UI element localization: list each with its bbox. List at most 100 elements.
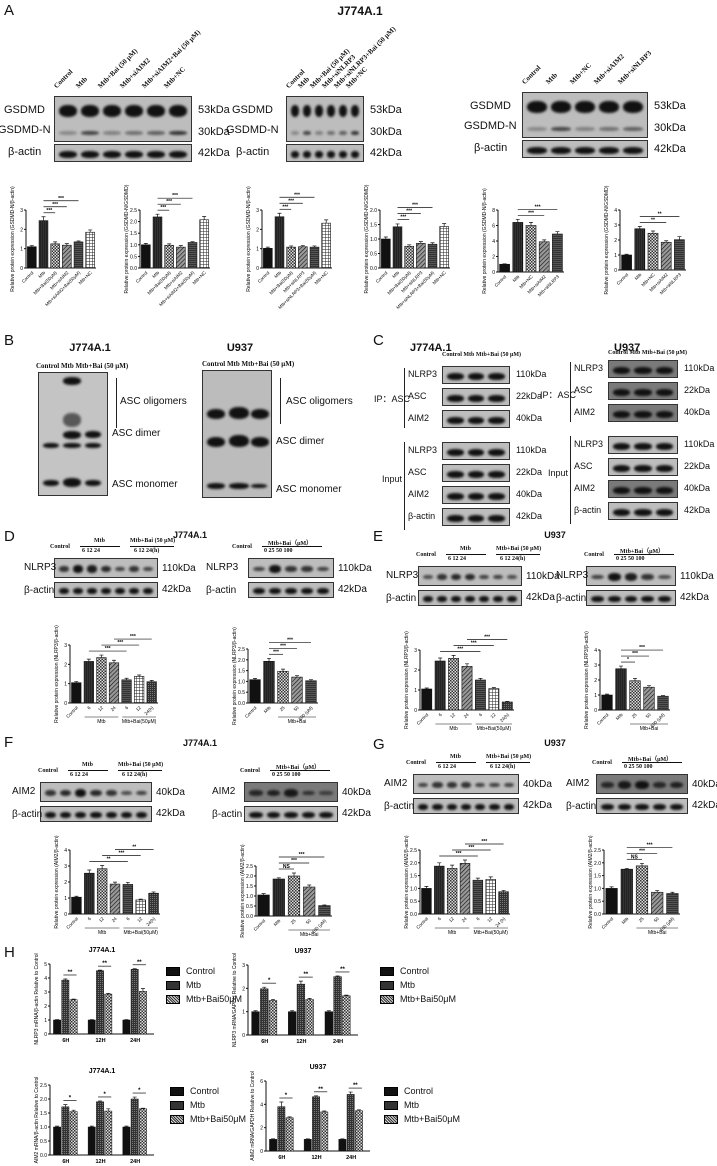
blot-nlrp3 bbox=[54, 558, 158, 578]
svg-text:1: 1 bbox=[414, 688, 417, 694]
header-control: Control bbox=[416, 552, 436, 558]
svg-text:6: 6 bbox=[492, 224, 495, 230]
svg-text:Relative protein expression (A: Relative protein expression (AIM2/β-acti… bbox=[54, 835, 60, 929]
legend-item: Mtb bbox=[166, 980, 242, 990]
bar-chart-a1b: 0.0 0.5 1.0 1.5 2.0 2.5 Relative protein expre… bbox=[124, 184, 210, 307]
svg-text:6: 6 bbox=[125, 916, 131, 922]
svg-text:1.0: 1.0 bbox=[594, 886, 601, 892]
legend-label: Mtb+Bai50μM bbox=[190, 1114, 246, 1124]
svg-text:***: *** bbox=[481, 839, 487, 845]
asc-oligomers-label-u937: ASC oligomers bbox=[286, 396, 353, 407]
kda-label: 22kDa bbox=[684, 461, 711, 471]
svg-text:1.0: 1.0 bbox=[130, 243, 137, 249]
legend-item: Mtb bbox=[170, 1100, 246, 1110]
panel-label-f: F bbox=[4, 734, 14, 751]
svg-text:Control: Control bbox=[135, 270, 149, 284]
panel-b1-title: J774A.1 bbox=[69, 342, 111, 354]
legend-label: Mtb bbox=[186, 980, 202, 990]
svg-text:Mtb+NC: Mtb+NC bbox=[432, 270, 448, 286]
svg-text:***: *** bbox=[484, 634, 490, 640]
row-label-beta-actin: β-actin bbox=[386, 593, 417, 604]
ip-row-label: NLRP3 bbox=[408, 369, 438, 379]
row-label: NLRP3 bbox=[386, 570, 419, 581]
svg-text:2.5: 2.5 bbox=[40, 1083, 47, 1089]
svg-text:AIM2 mRNA/β-actin Relative to: AIM2 mRNA/β-actin Relative to Control bbox=[34, 1077, 40, 1164]
kda-label: 22kDa bbox=[516, 391, 543, 401]
kda-label: 30kDa bbox=[370, 126, 402, 138]
row-label-gsdmd-n: GSDMD-N bbox=[226, 124, 279, 136]
svg-text:2: 2 bbox=[44, 1004, 47, 1010]
legend-swatch-icon bbox=[166, 994, 180, 1004]
panel-c-header: Control Mtb Mtb+Bai (50 μM) bbox=[442, 352, 522, 358]
legend-item: Control bbox=[380, 966, 456, 976]
legend-swatch-icon bbox=[384, 1100, 398, 1110]
svg-text:25: 25 bbox=[279, 705, 286, 712]
row-label-beta-actin: β-actin bbox=[212, 809, 243, 820]
svg-text:24(h): 24(h) bbox=[145, 916, 156, 927]
blot-beta-actin bbox=[54, 582, 158, 598]
grouped-bar-chart-h4: 0 2 4 6 AIM2 mRNA/GAPDH Relative to Control *… bbox=[250, 1064, 370, 1161]
header-control: Control bbox=[232, 544, 252, 550]
svg-text:24H: 24H bbox=[333, 1039, 343, 1045]
svg-text:Control: Control bbox=[65, 705, 79, 719]
svg-text:24H: 24H bbox=[130, 1038, 140, 1044]
svg-text:12: 12 bbox=[449, 712, 456, 719]
panel-b2-header: Control Mtb Mtb+Bai (50 μM) bbox=[202, 360, 295, 368]
blot-nlrp3 bbox=[418, 566, 522, 586]
header-mtb-bai-dose: Mtb+Bai（μM） bbox=[628, 757, 673, 763]
svg-text:2.0: 2.0 bbox=[594, 861, 601, 867]
bar-chart-f2: 0.0 0.5 1.0 1.5 2.0 2.5 Relative protein expre… bbox=[240, 844, 332, 938]
bar-chart-a3a: 0 2 4 6 8 Relative protein expression (GSDMD-… bbox=[482, 188, 564, 297]
row-label-gsdmd: GSDMD bbox=[4, 104, 45, 116]
svg-text:6: 6 bbox=[87, 916, 93, 922]
legend-item: Mtb+Bai50μM bbox=[380, 994, 456, 1004]
svg-text:3: 3 bbox=[242, 963, 245, 969]
svg-text:1.0: 1.0 bbox=[246, 894, 253, 900]
row-label-beta-actin: β-actin bbox=[556, 593, 587, 604]
kda-label: 42kDa bbox=[526, 592, 555, 603]
svg-text:12: 12 bbox=[135, 705, 142, 712]
svg-text:AIM2 mRNA/GAPDH Relative to Co: AIM2 mRNA/GAPDH Relative to Control bbox=[250, 1071, 256, 1160]
svg-text:***: *** bbox=[471, 640, 477, 646]
svg-text:***: *** bbox=[400, 215, 406, 221]
beta-actin-blot bbox=[286, 144, 364, 162]
svg-text:Mtb: Mtb bbox=[448, 930, 457, 936]
input-row-label: ASC bbox=[574, 461, 593, 471]
svg-text:0.5: 0.5 bbox=[130, 254, 137, 260]
svg-text:12H: 12H bbox=[296, 1039, 306, 1045]
header-mtb-bai: Mtb+Bai (50 μM) bbox=[118, 762, 164, 768]
svg-text:**: ** bbox=[303, 972, 308, 978]
kda-label: 40kDa bbox=[523, 779, 552, 790]
ip-row-label: AIM2 bbox=[408, 413, 430, 423]
svg-text:1.5: 1.5 bbox=[594, 874, 601, 880]
ip-row-label: NLRP3 bbox=[574, 363, 604, 373]
header-doses: 0 25 50 100 bbox=[264, 548, 293, 554]
kda-label: 110kDa bbox=[684, 439, 715, 449]
svg-text:4: 4 bbox=[64, 848, 67, 854]
header-times: 6 12 24 bbox=[70, 772, 88, 778]
svg-text:***: *** bbox=[130, 634, 136, 640]
panel-g-title: U937 bbox=[544, 738, 566, 748]
svg-text:***: *** bbox=[282, 204, 288, 210]
svg-text:1.5: 1.5 bbox=[246, 884, 253, 890]
header-times: 6 12 24(h) bbox=[134, 548, 160, 554]
svg-text:**: ** bbox=[107, 857, 111, 863]
svg-text:2: 2 bbox=[256, 227, 259, 233]
header-mtb-bai-dose: Mtb+Bai（μM） bbox=[268, 541, 313, 547]
row-label-beta-actin: β-actin bbox=[236, 146, 270, 158]
svg-text:Mtb: Mtb bbox=[98, 930, 107, 936]
legend-item: Mtb+Bai50μM bbox=[384, 1114, 460, 1124]
legend-label: Mtb bbox=[404, 1100, 420, 1110]
svg-text:50: 50 bbox=[293, 705, 300, 712]
svg-text:2.5: 2.5 bbox=[130, 208, 137, 214]
legend-swatch-icon bbox=[380, 994, 394, 1004]
svg-text:12H: 12H bbox=[95, 1038, 105, 1044]
svg-text:0.5: 0.5 bbox=[370, 252, 377, 258]
svg-text:6: 6 bbox=[438, 712, 444, 718]
row-label: NLRP3 bbox=[206, 562, 239, 573]
bar-chart-a1a: 0 1 2 3 Relative protein expression (GSDMD-N… bbox=[10, 186, 96, 307]
svg-text:1.5: 1.5 bbox=[238, 669, 245, 675]
blot-beta-actin bbox=[586, 590, 676, 606]
row-label-beta-actin: β-actin bbox=[24, 585, 55, 596]
svg-text:Control: Control bbox=[416, 712, 430, 726]
